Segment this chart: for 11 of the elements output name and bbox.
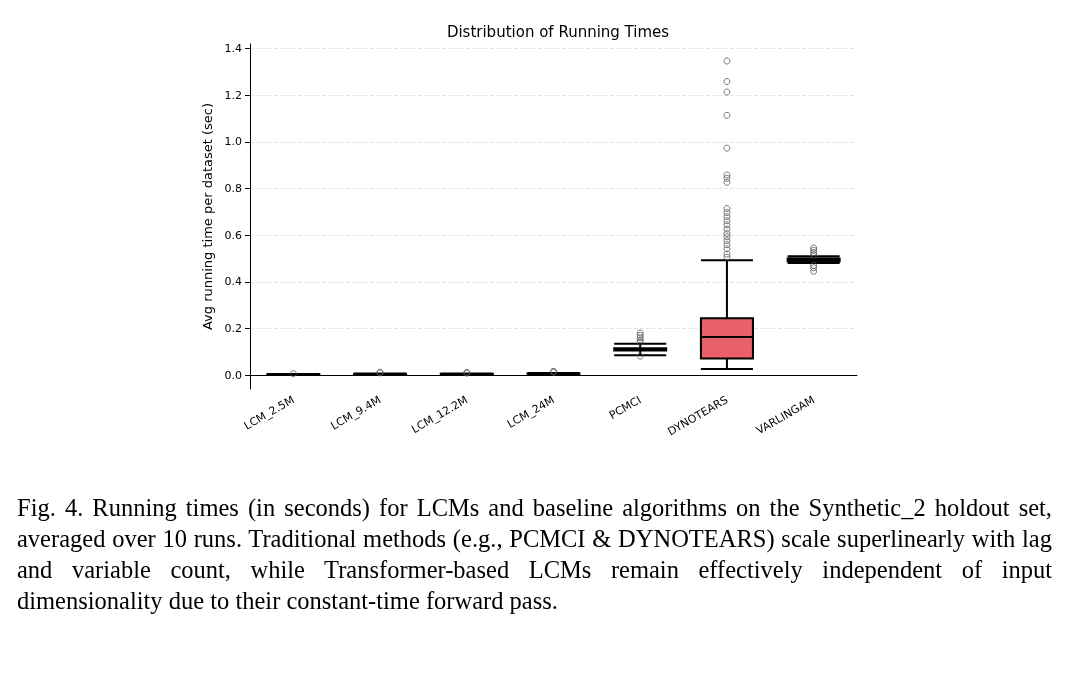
- y-tick-label: 0.8: [224, 182, 242, 196]
- chart-title: Distribution of Running Times: [446, 22, 670, 41]
- caption: Fig. 4. Running times (in seconds) for LCMs and baseline algorithms on the Synthetic_2 holdout set, averaged over 10 runs. Traditional methods (e.g., PCMCI & DYNOTEARS) scale superlinearly with lag and variable count, while Transformer-based LCMs remain effectively independent of input dimensionality due to their constant-time forward pass.: [17, 493, 1052, 616]
- y-tick-label: 0.4: [224, 275, 242, 289]
- y-tick-label: 1.0: [224, 135, 242, 149]
- y-tick-label: 0.0: [224, 368, 242, 382]
- y-tick-label: 0.2: [224, 321, 242, 335]
- y-tick-label: 0.6: [224, 228, 242, 242]
- y-tick-label: 1.2: [224, 88, 242, 102]
- y-tick-label: 1.4: [224, 42, 242, 56]
- y-axis-title: Avg running time per dataset (sec): [199, 102, 215, 331]
